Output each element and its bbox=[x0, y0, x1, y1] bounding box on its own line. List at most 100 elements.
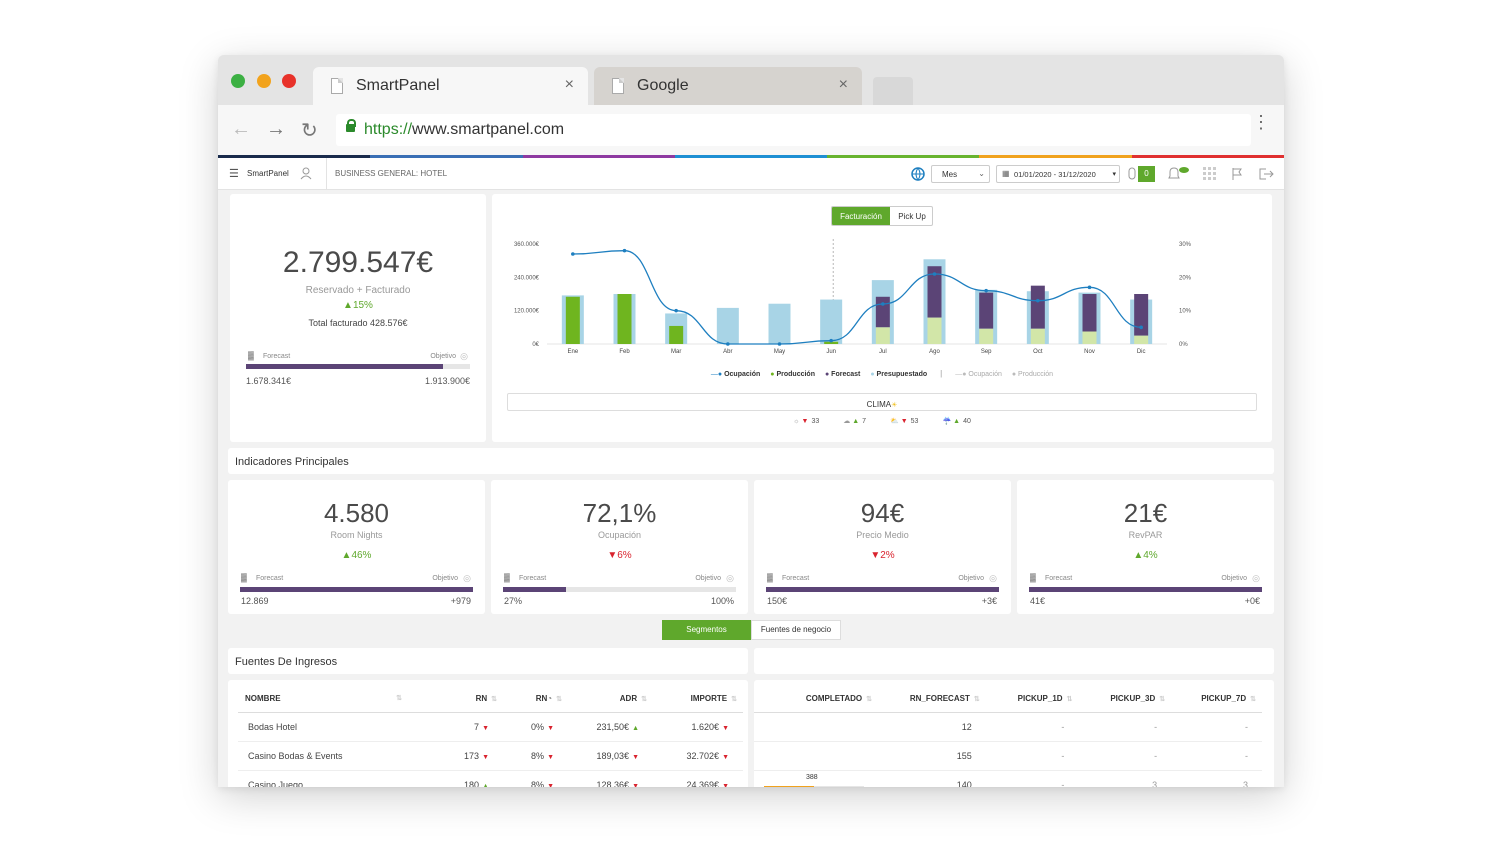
tab-pick-up[interactable]: Pick Up bbox=[898, 212, 926, 221]
legend-item[interactable]: —● Ocupación bbox=[711, 371, 760, 378]
table-row[interactable]: Bodas Hotel 7 ▼ 0% ▼ 231,50€ ▲ 1.620€ ▼ bbox=[238, 712, 743, 742]
brand-name: SmartPanel bbox=[247, 169, 289, 178]
sort-icon[interactable]: ⇅ bbox=[731, 696, 737, 704]
revenue-table: NOMBRE ⇅ RN ⇅ RN◔ ⇅ ADR ⇅ IMPORTE ⇅ Bodas Hotel 7 ▼ 0… bbox=[238, 686, 743, 787]
sort-icon[interactable]: ⇅ bbox=[973, 696, 980, 704]
legend-item[interactable]: ● Producción bbox=[1012, 371, 1053, 378]
column-header[interactable]: PICKUP_7D ⇅ bbox=[1171, 686, 1262, 713]
color-segment bbox=[674, 155, 828, 158]
weather-value: 7 bbox=[862, 418, 867, 425]
objective-label: Objetivo bbox=[430, 353, 456, 360]
reload-icon[interactable]: ↻ bbox=[301, 120, 318, 142]
down-triangle-icon: ▼ bbox=[607, 550, 618, 561]
table-row[interactable]: 388 140 - 3 3 bbox=[754, 770, 1262, 787]
kpi-value: 72,1% bbox=[582, 498, 657, 528]
hamburger-menu-icon[interactable]: ☰ bbox=[229, 168, 239, 180]
table-row[interactable]: Casino Juego 180 ▲ 8% ▼ 128,36€ ▼ 24.369€ ▼ bbox=[238, 770, 743, 787]
date-range-picker[interactable]: ▦ 01/01/2020 - 31/12/2020 ▾ bbox=[996, 165, 1120, 183]
sort-icon[interactable]: ⇅ bbox=[866, 696, 872, 704]
column-header[interactable]: PICKUP_3D ⇅ bbox=[1078, 686, 1172, 713]
maximize-dot[interactable] bbox=[231, 74, 245, 88]
bell-icon[interactable] bbox=[1166, 166, 1190, 182]
tab-fuentes-negocio[interactable]: Fuentes de negocio bbox=[751, 620, 841, 640]
table-cell: - bbox=[985, 712, 1079, 742]
revenue-header: Fuentes De Ingresos bbox=[228, 648, 748, 674]
cell-value: 8% bbox=[531, 779, 545, 788]
column-header-label: IMPORTE bbox=[690, 694, 728, 704]
forecast-label: Forecast bbox=[256, 575, 284, 582]
table-cell bbox=[754, 712, 878, 742]
column-header[interactable]: PICKUP_1D ⇅ bbox=[985, 686, 1079, 713]
color-segment bbox=[370, 155, 523, 158]
weather-item: ☔ ▲ 40 bbox=[942, 418, 970, 425]
logout-icon[interactable] bbox=[1258, 167, 1274, 181]
sort-icon[interactable]: ⇅ bbox=[1159, 696, 1166, 704]
mouse-icon[interactable] bbox=[1128, 167, 1136, 181]
period-select[interactable]: Mes ⌄ bbox=[931, 165, 990, 183]
tab-segmentos[interactable]: Segmentos bbox=[662, 620, 751, 640]
close-dot[interactable] bbox=[282, 74, 296, 88]
chevron-down-icon: ⌄ bbox=[978, 169, 985, 178]
x-tick-label: Ago bbox=[929, 349, 940, 355]
sort-icon[interactable]: ⇅ bbox=[641, 696, 647, 704]
flag-icon[interactable] bbox=[1231, 167, 1243, 181]
column-header[interactable]: IMPORTE ⇅ bbox=[653, 686, 743, 713]
y-left-tick: 360.000€ bbox=[514, 242, 540, 248]
kpi-value: 21€ bbox=[1123, 498, 1168, 528]
column-header[interactable]: RN_FORECAST ⇅ bbox=[878, 686, 986, 713]
y-right-tick: 20% bbox=[1179, 275, 1192, 281]
summary-change: ▲15% bbox=[343, 300, 373, 311]
new-tab-button[interactable] bbox=[873, 77, 913, 105]
user-icon[interactable] bbox=[300, 167, 312, 180]
point-ocupacion bbox=[932, 272, 937, 276]
cell-value: 189,03€ bbox=[596, 750, 630, 761]
tab-close-icon[interactable]: × bbox=[564, 76, 574, 93]
down-triangle-icon: ▼ bbox=[547, 782, 554, 788]
forward-arrow-icon[interactable]: → bbox=[266, 118, 286, 140]
sort-icon[interactable]: ⇅ bbox=[396, 695, 402, 703]
url-input[interactable]: https://www.smartpanel.com bbox=[336, 114, 1251, 146]
kpi-forecast-value: 41€ bbox=[1030, 596, 1046, 606]
tab-close-icon[interactable]: × bbox=[838, 76, 848, 93]
forecast-table: COMPLETADO ⇅ RN_FORECAST ⇅ PICKUP_1D ⇅ PICKUP_… bbox=[754, 686, 1262, 787]
sort-icon[interactable]: ⇅ bbox=[556, 696, 562, 704]
kpi-value: 4.580 bbox=[323, 498, 390, 528]
column-header[interactable]: ADR ⇅ bbox=[568, 686, 653, 713]
down-triangle-icon: ▼ bbox=[722, 724, 729, 732]
summary-progress-bar bbox=[246, 364, 470, 369]
globe-icon[interactable] bbox=[911, 167, 925, 181]
column-header[interactable]: COMPLETADO ⇅ bbox=[754, 686, 878, 713]
url-domain: www.smartpanel.com bbox=[412, 121, 565, 138]
tab-google[interactable]: Google × bbox=[594, 67, 862, 105]
caret-down-icon: ▾ bbox=[1112, 171, 1116, 178]
grid-icon[interactable] bbox=[1203, 167, 1217, 181]
table-row[interactable]: 12 - - - bbox=[754, 712, 1262, 742]
kpi-objective-value: 100% bbox=[710, 596, 734, 606]
table-cell: 8% ▼ bbox=[503, 741, 568, 771]
tab-smartpanel[interactable]: SmartPanel × bbox=[313, 67, 588, 105]
tab-facturacion[interactable]: Facturación bbox=[832, 207, 890, 225]
legend-item[interactable]: ● Producción bbox=[770, 371, 815, 378]
column-header-label: PICKUP_7D bbox=[1201, 694, 1247, 704]
legend-item[interactable]: ● Presupuestado bbox=[870, 371, 927, 378]
legend-item[interactable]: —● Ocupación bbox=[955, 371, 1002, 378]
x-tick-label: Mar bbox=[671, 349, 681, 355]
sort-icon[interactable]: ⇅ bbox=[1066, 696, 1073, 704]
legend-item[interactable]: ● Forecast bbox=[825, 371, 860, 378]
column-header[interactable]: NOMBRE ⇅ bbox=[238, 686, 438, 713]
notification-badge[interactable]: 0 bbox=[1138, 166, 1155, 182]
sort-icon[interactable]: ⇅ bbox=[1250, 696, 1256, 704]
y-right-tick: 30% bbox=[1179, 242, 1192, 248]
bar-produccion bbox=[927, 317, 942, 344]
legend-label: Forecast bbox=[831, 371, 861, 378]
column-header[interactable]: RN ⇅ bbox=[438, 686, 503, 713]
sort-icon[interactable]: ⇅ bbox=[491, 696, 497, 704]
table-row[interactable]: 155 - - - bbox=[754, 741, 1262, 771]
table-row[interactable]: Casino Bodas & Events 173 ▼ 8% ▼ 189,03€ ▼ 32.7… bbox=[238, 741, 743, 771]
down-triangle-icon: ▼ bbox=[900, 418, 908, 425]
browser-menu-icon[interactable]: ⋮ bbox=[1252, 112, 1270, 132]
weather-panel[interactable]: CLIMA☀ bbox=[507, 393, 1257, 411]
minimize-dot[interactable] bbox=[257, 74, 271, 88]
back-arrow-icon[interactable]: ← bbox=[231, 118, 251, 140]
column-header[interactable]: RN◔ ⇅ bbox=[503, 686, 568, 713]
